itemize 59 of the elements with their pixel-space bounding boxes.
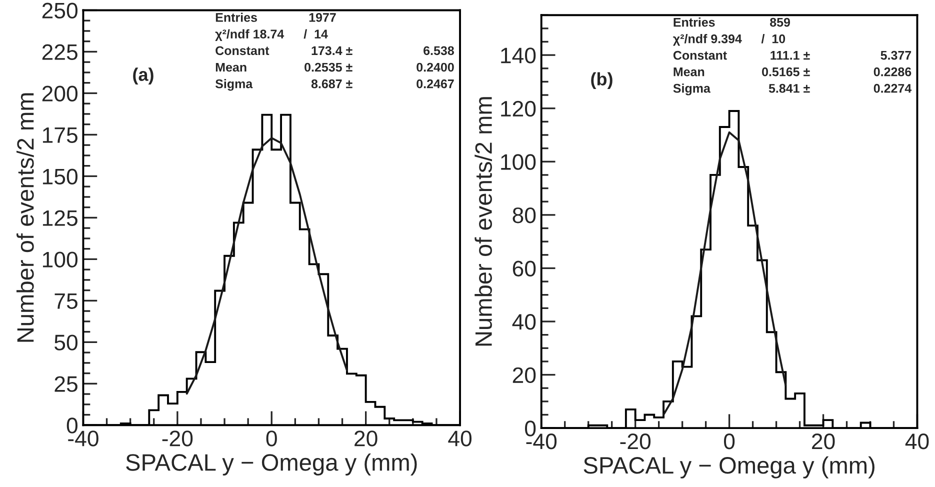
y-tick-label: 225 bbox=[42, 44, 78, 60]
y-tick-label: 250 bbox=[42, 2, 78, 18]
annotation: Entries bbox=[674, 18, 715, 27]
x-tick-label: 20 bbox=[812, 434, 835, 450]
y-tick-label: 40 bbox=[512, 314, 536, 330]
annotation: 8.687 ± bbox=[311, 79, 352, 88]
x-tick-label: 0 bbox=[266, 430, 277, 446]
annotation: / 14 bbox=[304, 29, 328, 39]
line-series bbox=[662, 131, 787, 416]
y-tick-label: 125 bbox=[42, 210, 78, 226]
annotation: 0.2274 bbox=[874, 84, 912, 93]
line-series bbox=[186, 137, 348, 395]
annotation: 0.2400 bbox=[416, 62, 454, 72]
annotation: Mean bbox=[216, 62, 246, 72]
annotation: Sigma bbox=[673, 84, 711, 96]
y-tick-label: 75 bbox=[54, 293, 78, 309]
x-tick-label: -20 bbox=[620, 434, 651, 450]
annotation: 0.2535 ± bbox=[304, 62, 352, 72]
y-tick-label: 80 bbox=[512, 207, 536, 224]
annotation: 0.2467 bbox=[416, 79, 454, 88]
annotation: χ²/ndf 9.394 bbox=[673, 34, 742, 46]
y-tick-label: 50 bbox=[54, 334, 78, 350]
y-tick-label: 100 bbox=[501, 154, 536, 170]
annotation: Constant bbox=[673, 50, 727, 60]
annotation: Entries bbox=[216, 12, 257, 22]
y-tick-label: 25 bbox=[54, 376, 78, 392]
annotation: (a) bbox=[133, 68, 154, 85]
annotation: Mean bbox=[674, 68, 704, 76]
annotation: 0.5165 ± bbox=[762, 67, 810, 76]
y-tick-label: 140 bbox=[501, 48, 536, 64]
y-tick-label: 175 bbox=[42, 127, 78, 143]
annotation: 5.841 ± bbox=[768, 84, 810, 93]
annotation: 111.1 ± bbox=[770, 51, 810, 60]
y-tick-label: 120 bbox=[501, 100, 536, 117]
x-tick-label: 20 bbox=[354, 430, 378, 446]
x-tick-label: 40 bbox=[448, 430, 472, 446]
y-tick-label: 20 bbox=[512, 367, 536, 384]
annotation: Constant bbox=[216, 46, 270, 56]
y-tick-label: 60 bbox=[512, 260, 536, 276]
annotation: (b) bbox=[591, 72, 612, 90]
x-axis-title: SPACAL y − Omega y (mm) bbox=[584, 456, 874, 478]
y-axis-title: Number of events/2 mm bbox=[16, 93, 34, 342]
annotation: 859 bbox=[770, 18, 790, 27]
y-tick-label: 150 bbox=[42, 168, 78, 184]
y-tick-label: 200 bbox=[42, 86, 78, 102]
x-tick-label: -20 bbox=[162, 430, 193, 446]
y-tick-label: 100 bbox=[42, 252, 78, 268]
x-tick-label: 40 bbox=[905, 434, 929, 450]
annotation: Sigma bbox=[215, 79, 253, 91]
annotation: 1977 bbox=[309, 13, 336, 22]
annotation: / 10 bbox=[761, 34, 786, 44]
annotation: 6.538 bbox=[424, 46, 454, 56]
x-tick-label: 0 bbox=[724, 434, 735, 450]
annotation: 0.2286 bbox=[874, 67, 912, 76]
x-axis-title: SPACAL y − Omega y (mm) bbox=[126, 454, 417, 476]
annotation: 5.377 bbox=[880, 50, 912, 60]
annotation: χ²/ndf 18.74 bbox=[215, 29, 284, 41]
annotation: 173.4 ± bbox=[312, 46, 352, 56]
y-axis-title: Number of events/2 mm bbox=[474, 97, 492, 346]
